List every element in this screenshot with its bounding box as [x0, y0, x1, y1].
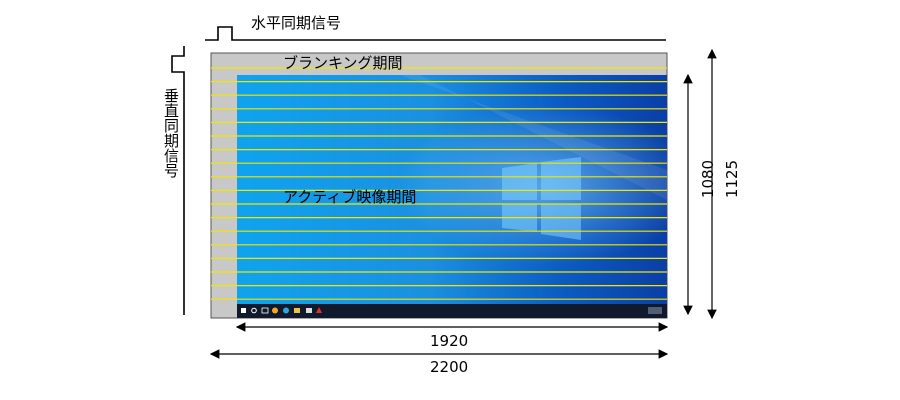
vsync-waveform	[171, 46, 185, 315]
tray-clock	[648, 307, 662, 314]
active-width-value: 1920	[430, 332, 469, 350]
active-video-label: アクティブ映像期間	[283, 188, 417, 206]
store-icon	[306, 308, 312, 313]
blanking-label: ブランキング期間	[283, 54, 403, 72]
edge-icon	[283, 307, 289, 314]
active-height-value: 1080	[699, 159, 718, 199]
hsync-label: 水平同期信号	[251, 14, 342, 32]
search-icon	[251, 307, 257, 314]
taskbar	[237, 304, 667, 318]
total-height-value: 1125	[723, 159, 742, 199]
taskbar-icons	[241, 307, 662, 314]
hsync-waveform	[205, 26, 666, 41]
folder-icon	[294, 308, 300, 313]
taskview-icon	[261, 307, 269, 314]
total-width-value: 2200	[430, 358, 469, 376]
vsync-label: 垂直同期信号	[162, 88, 180, 178]
browser-icon	[272, 307, 278, 314]
scan-lines	[211, 67, 667, 300]
windows-logo-icon	[502, 157, 581, 240]
start-icon	[241, 308, 246, 313]
app-icon	[316, 307, 322, 313]
desktop-glow	[237, 75, 667, 304]
